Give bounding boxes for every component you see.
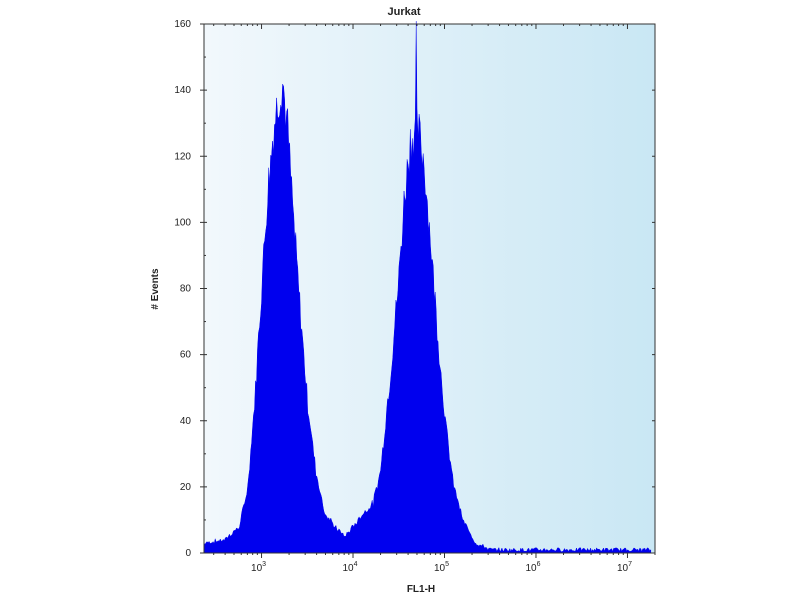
x-axis-label: FL1-H bbox=[407, 584, 435, 595]
x-tick-label: 105 bbox=[434, 561, 449, 574]
chart-title: Jurkat bbox=[387, 6, 420, 18]
y-tick-label: 100 bbox=[174, 217, 191, 228]
x-tick-label: 104 bbox=[343, 561, 358, 574]
y-tick-label: 60 bbox=[180, 350, 192, 361]
x-tick-label: 103 bbox=[251, 561, 266, 574]
y-tick-label: 0 bbox=[185, 548, 191, 559]
x-tick-label: 106 bbox=[525, 561, 540, 574]
y-tick-label: 120 bbox=[174, 151, 191, 162]
y-tick-label: 140 bbox=[174, 85, 191, 96]
y-tick-label: 20 bbox=[180, 482, 192, 493]
y-axis-label: # Events bbox=[150, 268, 161, 310]
histogram-area bbox=[203, 21, 652, 554]
x-tick-label: 107 bbox=[617, 561, 632, 574]
y-tick-label: 160 bbox=[174, 19, 191, 30]
y-tick-label: 80 bbox=[180, 284, 192, 295]
y-tick-label: 40 bbox=[180, 416, 192, 427]
